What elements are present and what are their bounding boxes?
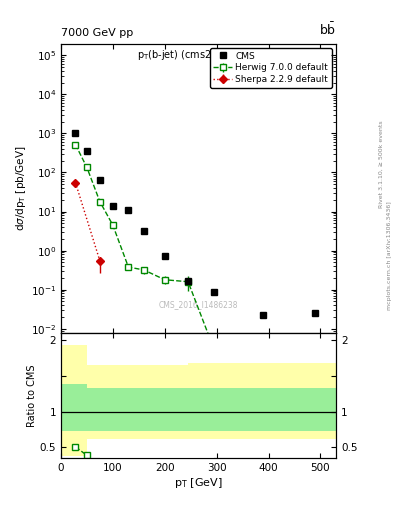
Y-axis label: Ratio to CMS: Ratio to CMS [27,364,37,426]
Y-axis label: d$\sigma$/dp$_\mathrm{T}$ [pb/GeV]: d$\sigma$/dp$_\mathrm{T}$ [pb/GeV] [14,145,28,231]
Text: p$_\mathrm{T}$(b-jet) (cms2016-2b2j): p$_\mathrm{T}$(b-jet) (cms2016-2b2j) [138,48,259,62]
X-axis label: p$_\mathrm{T}$ [GeV]: p$_\mathrm{T}$ [GeV] [174,476,223,490]
Legend: CMS, Herwig 7.0.0 default, Sherpa 2.2.9 default: CMS, Herwig 7.0.0 default, Sherpa 2.2.9 … [210,48,332,88]
CMS [186,278,191,284]
CMS [261,312,266,318]
Line: CMS: CMS [72,130,318,318]
Text: b$\bar{\mathrm{b}}$: b$\bar{\mathrm{b}}$ [319,22,336,38]
CMS [110,203,115,209]
Text: Rivet 3.1.10, ≥ 500k events: Rivet 3.1.10, ≥ 500k events [379,120,384,208]
CMS [73,130,78,136]
Text: mcplots.cern.ch [arXiv:1306.3436]: mcplots.cern.ch [arXiv:1306.3436] [387,202,391,310]
CMS [162,252,167,259]
CMS [97,177,102,183]
Text: 7000 GeV pp: 7000 GeV pp [61,28,133,38]
CMS [212,289,217,295]
Text: CMS_2016_I1486238: CMS_2016_I1486238 [159,301,238,309]
CMS [141,228,146,234]
CMS [313,309,318,315]
CMS [126,207,131,213]
CMS [84,148,89,154]
